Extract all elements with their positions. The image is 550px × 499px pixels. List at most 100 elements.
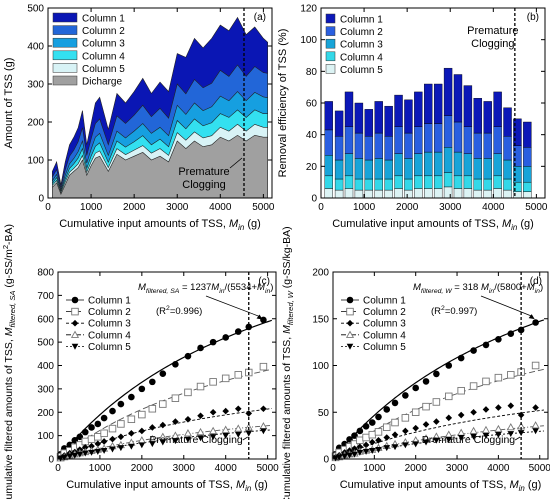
bar-column-5 (493, 188, 502, 199)
marker-triangle (494, 424, 503, 433)
marker-diamond (222, 407, 229, 415)
bar-column-2 (394, 126, 403, 154)
bar-column-3 (384, 159, 393, 180)
legend-label: Dicharge (82, 77, 122, 88)
bar-column-1 (503, 107, 512, 137)
marker-circle (470, 347, 477, 354)
y-tick-label: 300 (27, 80, 44, 91)
marker-triangle-down (66, 453, 74, 460)
marker-circle (117, 400, 125, 408)
marker-square (507, 371, 515, 379)
x-tick-label: 1000 (89, 463, 112, 474)
marker-circle (197, 344, 204, 352)
marker-square (432, 398, 441, 406)
bar-column-2 (414, 126, 423, 154)
r-squared-part: 2 (441, 305, 445, 312)
legend-label: Column 1 (363, 296, 406, 307)
y-tick-label: 60 (306, 99, 318, 110)
marker-square (117, 420, 125, 428)
x-tick-label: 0 (330, 463, 336, 474)
equation-arrowhead (256, 314, 263, 320)
marker-square (531, 361, 540, 370)
y-axis-label-part: Cumulative filtered amounts of TSS, (281, 334, 293, 499)
marker-triangle-down (260, 428, 267, 435)
legend-swatch (52, 50, 78, 61)
y-axis-label-part: filtered, W (286, 290, 295, 325)
marker-triangle-down (128, 443, 135, 450)
marker-circle (412, 384, 419, 392)
marker-diamond (507, 402, 515, 410)
marker-triangle-down (482, 432, 490, 439)
bar-column-3 (493, 153, 502, 177)
y-axis-label-part: M (3, 327, 15, 336)
marker-circle (184, 352, 192, 360)
marker-circle (159, 370, 167, 377)
marker-diamond (209, 408, 217, 416)
marker-square (81, 437, 89, 446)
fit-equation-part: M (413, 282, 421, 293)
panel-d: 0 1000 2000 3000 4000 5000 0 50 100 150 200 Cumulat… (281, 226, 550, 499)
bar-column-5 (354, 189, 364, 199)
y-tick-label: 600 (37, 314, 54, 325)
bar-column-4 (443, 172, 453, 188)
marker-square (356, 436, 364, 445)
marker-diamond (197, 412, 204, 420)
y-tick-label: 40 (306, 130, 318, 141)
marker-triangle (345, 330, 355, 338)
bar-column-1 (424, 83, 433, 124)
bar-column-5 (374, 189, 383, 199)
bar-column-3 (503, 159, 512, 180)
x-axis-label-part: in (238, 223, 245, 232)
bar-column-1 (344, 91, 354, 127)
annotation-text: Premature (467, 25, 518, 37)
marker-circle (391, 399, 399, 407)
bar-column-4 (473, 178, 482, 191)
bar-column-5 (364, 189, 374, 199)
bar-column-1 (324, 101, 333, 131)
marker-diamond (109, 435, 116, 443)
marker-square (368, 430, 377, 439)
marker-triangle (221, 425, 230, 433)
marker-diamond (412, 424, 419, 432)
legend-label: Column 5 (88, 342, 131, 353)
equation-arrowhead (528, 314, 535, 320)
bar-column-2 (493, 126, 502, 154)
bar-column-3 (424, 151, 433, 177)
bar-column-1 (354, 102, 364, 134)
bar-column-5 (503, 189, 512, 199)
marker-square (411, 408, 420, 417)
bar-column-3 (334, 159, 344, 180)
bar-column-4 (424, 175, 433, 189)
marker-triangle-down (375, 447, 382, 453)
marker-triangle-down (422, 439, 430, 446)
x-axis-label-part: Cumulative input amounts of TSS, (332, 218, 502, 230)
x-axis-label-part: M (229, 218, 239, 230)
marker-diamond (81, 444, 89, 451)
x-axis-label: Cumulative input amounts of TSS, Min (g) (66, 479, 268, 493)
y-tick-label: 100 (312, 361, 329, 372)
bar-column-4 (523, 181, 532, 192)
marker-square (445, 392, 453, 401)
annotation-arrow (514, 436, 521, 441)
fit-equation: Mfiltered, SA = 1237Min/(5534+Min) (138, 282, 273, 295)
bar-column-3 (404, 158, 413, 180)
x-tick-label: 5000 (529, 463, 550, 474)
x-axis-label: Cumulative input amounts of TSS, Min (g) (332, 218, 534, 232)
legend-swatch (52, 25, 78, 35)
marker-triangle (469, 426, 478, 435)
marker-square (209, 378, 217, 386)
x-axis-label-part: (g) (244, 218, 261, 230)
marker-circle (76, 433, 84, 441)
marker-circle (245, 323, 253, 331)
bar-column-2 (453, 121, 463, 153)
panel-label: (b) (527, 12, 539, 23)
legend-label: Column 5 (340, 65, 383, 76)
x-axis-label-part: M (502, 218, 512, 230)
bar-column-1 (463, 85, 473, 127)
marker-square (159, 400, 167, 408)
panel-a: 0 1000 2000 3000 4000 5000 0 100 200 300 400 500 Cum… (3, 4, 275, 233)
marker-circle (356, 427, 364, 435)
marker-triangle-down (507, 431, 515, 438)
fit-equation: Mfiltered, W = 318 Min/(5800+Min) (413, 282, 543, 295)
